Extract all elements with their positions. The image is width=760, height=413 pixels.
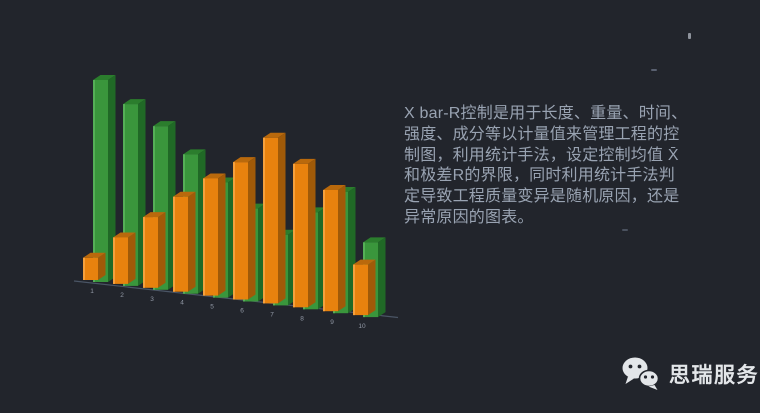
green-bar-front-face: [93, 80, 108, 282]
dust-speck: [651, 69, 657, 71]
description-line: 制图，利用统计手法，设定控制均值 X̄: [404, 146, 679, 164]
bar-pair: 5: [203, 173, 236, 311]
bar-pair: 8: [293, 158, 326, 322]
orange-bar-side-face: [278, 132, 286, 304]
green-bar-side-face: [378, 237, 386, 318]
wechat-icon: [622, 357, 660, 390]
orange-bar-side-face: [188, 191, 196, 292]
bar-pair: 9: [323, 185, 356, 326]
bar-chart: 1 2 3 4 5 6 7 8 9 10: [0, 0, 430, 350]
orange-bar-side-face: [308, 158, 316, 308]
orange-bar-edge-highlight: [293, 163, 295, 308]
orange-bar-edge-highlight: [203, 178, 205, 296]
orange-bar-front-face: [113, 237, 128, 284]
x-axis-label: 1: [90, 288, 94, 295]
orange-bar-edge-highlight: [233, 162, 235, 300]
description-line: 异常原因的图表。: [404, 208, 534, 226]
orange-bar-front-face: [323, 190, 338, 312]
green-bar-edge-highlight: [93, 80, 95, 282]
x-axis-label: 6: [240, 308, 244, 315]
orange-bar-edge-highlight: [353, 264, 355, 316]
green-bar-edge-highlight: [153, 126, 155, 290]
orange-bar-front-face: [173, 196, 188, 292]
description-line: X bar-R控制是用于长度、重量、时间、: [404, 105, 688, 122]
orange-bar-side-face: [218, 173, 226, 296]
dust-speck: [622, 229, 628, 231]
orange-bar-front-face: [83, 257, 98, 280]
bar-pair: 2: [113, 99, 146, 299]
orange-bar-side-face: [368, 259, 376, 316]
orange-bar-front-face: [233, 162, 248, 300]
orange-bar-side-face: [158, 212, 166, 288]
bar-pair: 10: [353, 237, 386, 330]
bar-pair: 7: [263, 132, 296, 318]
green-bar-edge-highlight: [123, 104, 125, 286]
orange-bar-side-face: [248, 157, 256, 300]
description-line: 和极差R的界限，同时利用统计手法判: [404, 167, 675, 185]
bar-pair: 3: [143, 121, 176, 303]
orange-bar-front-face: [293, 163, 308, 308]
bar-pair: 6: [233, 157, 266, 315]
orange-bar-edge-highlight: [83, 257, 85, 280]
x-axis-label: 5: [210, 304, 214, 311]
description-line: 强度、成分等以计量值来管理工程的控: [404, 125, 680, 143]
orange-bar-edge-highlight: [113, 237, 115, 284]
x-axis-label: 7: [270, 311, 274, 318]
orange-bar-edge-highlight: [143, 217, 145, 288]
bar-chart-svg: 1 2 3 4 5 6 7 8 9 10: [73, 75, 399, 330]
x-axis-label: 3: [150, 296, 154, 303]
description-line: 定导致工程质量变异是随机原因，还是: [404, 188, 680, 206]
brand-text: 思瑞服务: [669, 364, 759, 387]
orange-bar-front-face: [263, 137, 278, 304]
orange-bar-side-face: [98, 252, 106, 280]
orange-bar-front-face: [353, 264, 368, 316]
dust-speck: [688, 33, 691, 39]
orange-bar-edge-highlight: [263, 137, 265, 304]
x-axis-label: 4: [180, 300, 184, 307]
brand-footer: 思瑞服务: [621, 356, 759, 392]
x-axis-label: 10: [358, 323, 366, 330]
orange-bar-front-face: [203, 178, 218, 296]
bar-pair: 4: [173, 149, 206, 307]
orange-bar-edge-highlight: [323, 190, 325, 312]
description-text: X bar-R控制是用于长度、重量、时间、 强度、成分等以计量值来管理工程的控 …: [404, 104, 756, 229]
x-axis-label: 2: [120, 292, 124, 299]
x-axis-label: 9: [330, 319, 334, 326]
bar-pair: 1: [83, 75, 116, 295]
orange-bar-front-face: [143, 217, 158, 288]
green-bar-side-face: [108, 75, 116, 282]
x-axis-label: 8: [300, 315, 304, 322]
orange-bar-side-face: [128, 232, 136, 284]
orange-bar-side-face: [338, 185, 346, 312]
orange-bar-edge-highlight: [173, 196, 175, 292]
